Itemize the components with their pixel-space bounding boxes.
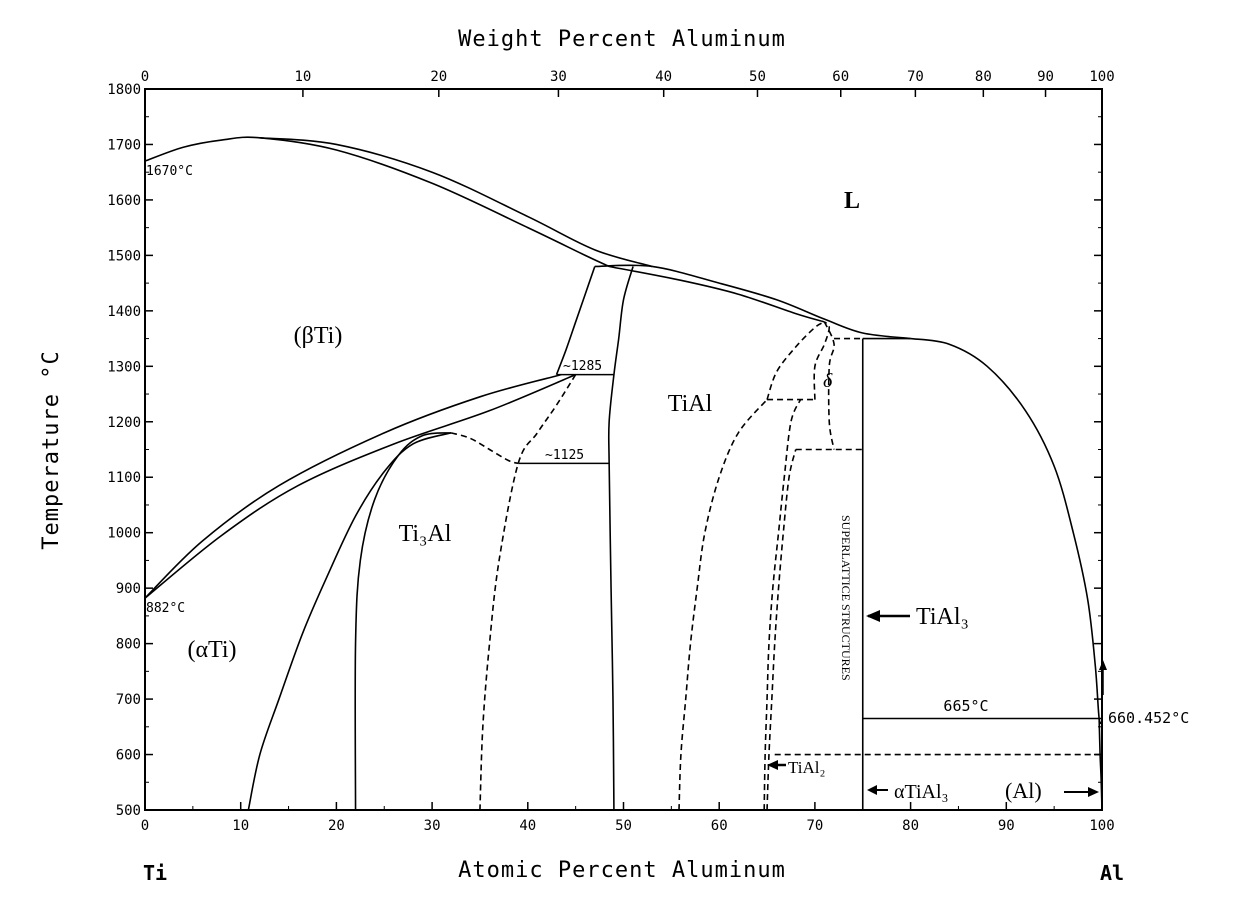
annotation-ti3al: Ti₃Al — [399, 521, 452, 547]
x2-tick-label: 80 — [975, 69, 992, 85]
phase-boundary-dashed — [763, 399, 802, 811]
x-tick-label: 100 — [1089, 818, 1114, 834]
x2-tick-label: 40 — [655, 69, 672, 85]
arrow-tial2 — [767, 760, 786, 770]
annotation-trans-ti: 882°C — [146, 601, 185, 616]
annotation-melt-ti: 1670°C — [146, 164, 193, 179]
x2-tick-label: 10 — [294, 69, 311, 85]
y-tick-label: 1800 — [107, 82, 141, 98]
phase-boundary — [247, 432, 452, 811]
y-tick-label: 1200 — [107, 415, 141, 431]
annotation-superlattice: SUPERLATTICE STRUCTURES — [839, 515, 853, 681]
x2-axis-title: Weight Percent Aluminum — [458, 27, 786, 52]
annotation-liquid: L — [844, 188, 860, 214]
tick-labels: 0 10 20 30 40 50 60 70 80 90 100500600700800900100… — [107, 69, 1114, 834]
x-tick-label: 70 — [806, 818, 823, 834]
x2-tick-label: 50 — [749, 69, 766, 85]
annotation-alpha-tial3: αTiAl₃ — [894, 781, 949, 803]
x-axis-title: Atomic Percent Aluminum — [458, 858, 786, 883]
end-label-al: Al — [1100, 861, 1124, 885]
y-axis-title: Temperature °C — [39, 350, 64, 549]
phase-boundary — [608, 265, 825, 323]
phase-boundary — [144, 136, 610, 268]
y-tick-label: 1100 — [107, 470, 141, 486]
phase-boundary — [910, 337, 1103, 725]
annotation-melt-al: 660.452°C — [1108, 709, 1189, 727]
phase-boundary-dashed — [678, 399, 768, 811]
phase-boundary — [144, 373, 576, 599]
y-tick-label: 1000 — [107, 526, 141, 542]
phase-boundary — [555, 266, 596, 375]
x-tick-label: 60 — [711, 818, 728, 834]
arrow-tial3 — [866, 610, 910, 622]
phase-boundary-dashed — [823, 321, 835, 450]
x2-tick-label: 30 — [550, 69, 567, 85]
arrow-melt-al — [1099, 660, 1107, 695]
x-tick-label: 10 — [232, 818, 249, 834]
x-tick-label: 0 — [141, 818, 149, 834]
phase-boundary-dashed — [766, 321, 825, 400]
y-tick-label: 700 — [116, 692, 141, 708]
arrow-al-phase — [1064, 787, 1099, 797]
annotation-al-phase: (Al) — [1005, 778, 1042, 803]
annotation-alpha-ti: (αTi) — [187, 637, 236, 663]
y-tick-label: 1600 — [107, 193, 141, 209]
phase-boundary — [594, 264, 911, 340]
annotation-tial2: TiAl₂ — [788, 758, 825, 777]
y-tick-label: 1700 — [107, 137, 141, 153]
x-tick-label: 90 — [998, 818, 1015, 834]
x-tick-label: 30 — [424, 818, 441, 834]
x-tick-label: 50 — [615, 818, 632, 834]
x-tick-label: 80 — [902, 818, 919, 834]
phase-boundary — [144, 373, 562, 599]
x-tick-label: 40 — [519, 818, 536, 834]
x2-tick-label: 90 — [1037, 69, 1054, 85]
x2-tick-label: 100 — [1089, 69, 1114, 85]
phase-boundary — [259, 137, 653, 268]
annotation-delta: δ — [823, 370, 833, 392]
phase-boundary-dashed — [479, 374, 577, 811]
x2-tick-label: 70 — [907, 69, 924, 85]
y-tick-label: 500 — [116, 803, 141, 819]
phase-boundary — [354, 432, 452, 811]
annotation-beta-ti: (βTi) — [294, 323, 343, 349]
y-tick-label: 900 — [116, 581, 141, 597]
x-tick-label: 20 — [328, 818, 345, 834]
phase-boundaries — [144, 136, 1103, 811]
x2-tick-label: 20 — [430, 69, 447, 85]
y-tick-label: 600 — [116, 748, 141, 764]
annotation-1285: ~1285 — [563, 359, 602, 374]
x2-tick-label: 0 — [141, 69, 149, 85]
y-tick-label: 1300 — [107, 359, 141, 375]
annotation-1125: ~1125 — [545, 448, 584, 463]
y-tick-label: 1500 — [107, 248, 141, 264]
x2-tick-label: 60 — [832, 69, 849, 85]
annotation-tial: TiAl — [668, 391, 713, 417]
phase-boundary — [1098, 718, 1103, 811]
annotation-tial3: TiAl₃ — [916, 604, 969, 630]
annotation-665: 665°C — [943, 697, 988, 715]
y-tick-label: 1400 — [107, 304, 141, 320]
y-tick-label: 800 — [116, 637, 141, 653]
phase-boundary-dashed — [813, 321, 831, 400]
arrow-alpha-tial3 — [867, 785, 888, 795]
end-label-ti: Ti — [143, 861, 167, 885]
phase-boundary-dashed — [451, 432, 519, 465]
phase-boundary-dashed — [766, 449, 797, 811]
axis-ticks — [144, 88, 1103, 811]
phase-boundary — [607, 266, 634, 811]
